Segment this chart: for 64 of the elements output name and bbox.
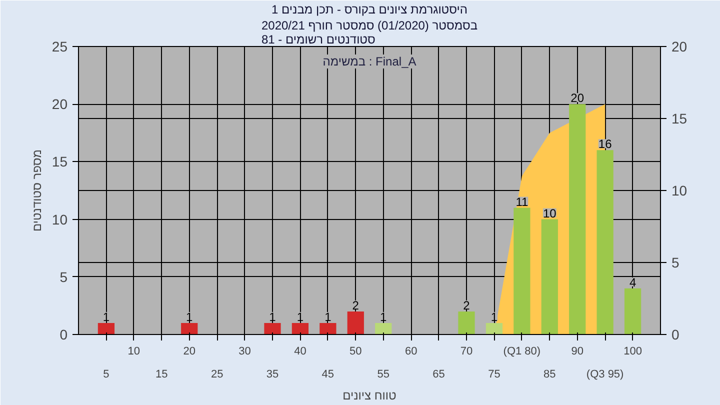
x-tick-label: 75 (488, 368, 500, 380)
data-label: 1 (490, 310, 498, 324)
y2-tick-label: 20 (672, 38, 688, 54)
chart-subtitle: בסמסטר (01/2020) סמסטר חורף 2020/21 סטודנטים רשומים - 81 (261, 18, 478, 46)
bar (347, 311, 364, 334)
data-label: 10 (542, 206, 557, 220)
bar (264, 322, 281, 334)
x-tick-label: 15 (156, 368, 168, 380)
bar (320, 322, 336, 334)
bar (514, 208, 530, 334)
x-tick-label: 30 (238, 346, 251, 358)
y2-tick-label: 0 (672, 326, 680, 342)
bar (624, 288, 642, 334)
x-tick-label: 40 (294, 346, 306, 358)
bar (375, 322, 392, 334)
y-tick-label: 15 (52, 154, 68, 170)
x-tick-label: 65 (432, 368, 445, 380)
x-tick-label: 50 (350, 346, 362, 358)
x-tick-label: 10 (128, 346, 140, 358)
x-tick-label: 5 (103, 368, 110, 380)
bar (181, 322, 198, 334)
data-label: 1 (102, 310, 110, 324)
data-label: 1 (269, 310, 276, 324)
x-tick-label: (Q3 95) (586, 368, 624, 380)
data-label: 20 (570, 91, 584, 106)
x-tick-label: 60 (404, 346, 418, 358)
x-tick-label: 90 (571, 346, 584, 358)
bar (98, 322, 115, 334)
x-tick-label: 70 (460, 346, 473, 358)
annotation: במשימה : Final_A (322, 54, 416, 68)
y-axis-title: מספר סטודנטים (30, 149, 44, 232)
data-label: 2 (352, 298, 360, 312)
data-label: 1 (186, 310, 194, 324)
data-label: 4 (629, 275, 636, 290)
bar (458, 311, 475, 334)
bar (486, 322, 503, 334)
x-tick-label: 45 (322, 368, 334, 380)
data-label: 1 (324, 310, 332, 324)
x-tick-label: 25 (210, 368, 224, 380)
y-tick-label: 25 (52, 38, 68, 54)
data-label: 1 (296, 310, 304, 324)
x-tick-label: 85 (544, 368, 556, 380)
chart-title: היסטוגרמת ציונים בקורס - תכן מבנים 1 (272, 2, 468, 16)
y2-tick-label: 10 (672, 182, 688, 198)
data-label: 11 (516, 194, 528, 209)
bar (596, 150, 614, 334)
x-tick-label: 55 (377, 368, 390, 380)
x-tick-label: 20 (183, 346, 196, 358)
bar (569, 104, 586, 334)
x-axis-title: טווח ציונים (342, 388, 397, 402)
y2-tick-label: 5 (672, 254, 680, 270)
y-tick-label: 0 (60, 326, 68, 342)
y2-tick-label: 15 (672, 110, 688, 126)
y-tick-label: 10 (52, 211, 68, 228)
data-label: 16 (598, 137, 612, 152)
x-tick-label: 35 (266, 368, 279, 380)
bar (292, 322, 309, 334)
data-label: 1 (380, 310, 388, 324)
bar (541, 219, 558, 334)
y-tick-label: 5 (60, 268, 68, 285)
x-tick-label: (Q1 80) (503, 346, 541, 358)
x-tick-label: 100 (624, 346, 642, 358)
data-label: 2 (463, 298, 470, 312)
y-tick-label: 20 (52, 96, 68, 112)
